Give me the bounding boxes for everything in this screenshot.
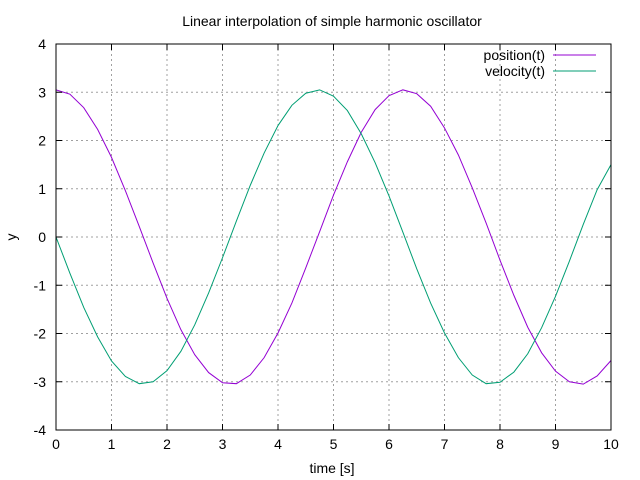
series-line-velocity-t xyxy=(55,89,612,385)
x-tick-labels: 0 1 2 3 4 5 6 7 8 9 10 xyxy=(52,436,619,452)
x-tick-label: 6 xyxy=(385,436,393,452)
x-tick-label: 4 xyxy=(274,436,282,452)
series-line-position-t xyxy=(55,89,612,385)
x-tick-label: 8 xyxy=(496,436,504,452)
x-tick-label: 2 xyxy=(163,436,171,452)
y-tick-label: -3 xyxy=(34,374,47,390)
y-tick-label: 2 xyxy=(38,133,46,149)
y-tick-label: -1 xyxy=(34,277,47,293)
y-tick-label: -2 xyxy=(34,326,47,342)
x-tick-label: 9 xyxy=(552,436,560,452)
ticks xyxy=(55,43,612,431)
y-tick-label: -4 xyxy=(34,422,47,438)
legend: position(t)velocity(t) xyxy=(484,47,596,79)
x-axis-label: time [s] xyxy=(309,460,354,476)
x-tick-label: 3 xyxy=(219,436,227,452)
x-tick-label: 1 xyxy=(108,436,116,452)
x-tick-label: 5 xyxy=(330,436,338,452)
legend-label: velocity(t) xyxy=(485,63,545,79)
y-tick-label: 3 xyxy=(38,84,46,100)
series-layer xyxy=(55,89,612,385)
y-tick-label: 4 xyxy=(38,36,46,52)
x-tick-label: 10 xyxy=(603,436,619,452)
x-tick-label: 7 xyxy=(441,436,449,452)
legend-label: position(t) xyxy=(484,47,545,63)
grid xyxy=(56,44,611,430)
y-axis-label: y xyxy=(3,234,19,241)
chart-title: Linear interpolation of simple harmonic … xyxy=(182,13,482,29)
y-tick-label: 1 xyxy=(38,181,46,197)
y-tick-label: 0 xyxy=(38,229,46,245)
x-tick-label: 0 xyxy=(52,436,60,452)
y-tick-labels: -4 -3 -2 -1 0 1 2 3 4 xyxy=(34,36,47,438)
